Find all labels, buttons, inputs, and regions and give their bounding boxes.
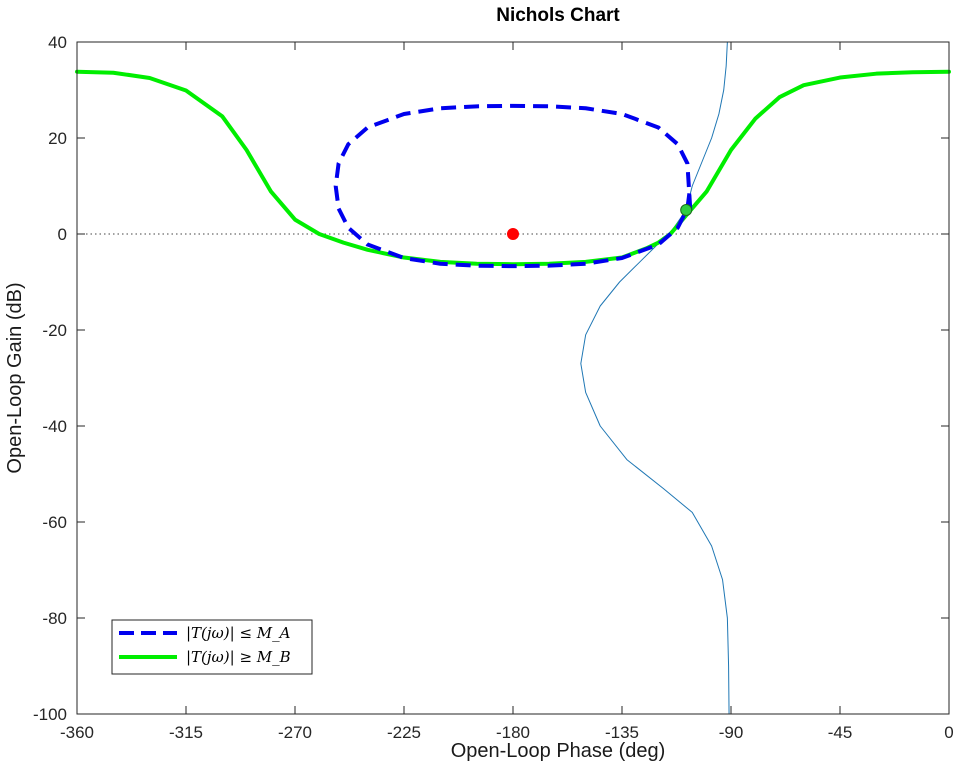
x-tick-label: -360	[60, 723, 94, 742]
y-tick-label: -80	[42, 609, 67, 628]
y-axis-label: Open-Loop Gain (dB)	[4, 282, 26, 473]
x-tick-label: -90	[719, 723, 744, 742]
series-line-2	[580, 41, 730, 715]
y-tick-label: -60	[42, 513, 67, 532]
plot-area	[77, 42, 949, 714]
x-tick-label: -180	[496, 723, 530, 742]
legend-label-ma: |T(jω)| ≤ M_A	[186, 624, 291, 642]
ticks-layer: -360 -315 -270 -225 -180 -135 -90 -45 0 -100 -80 -6…	[33, 33, 954, 742]
y-tick-label: 0	[58, 225, 67, 244]
critical-point-marker	[507, 228, 519, 240]
design-point-marker	[680, 204, 693, 216]
series-line-0	[333, 103, 693, 269]
legend-box	[111, 619, 313, 675]
y-tick-label: -40	[42, 417, 67, 436]
x-tick-label: -270	[278, 723, 312, 742]
x-tick-label: -45	[828, 723, 853, 742]
y-tick-label: 20	[48, 129, 67, 148]
legend: |T(jω)| ≤ M_A |T(jω)| ≥ M_B	[111, 619, 313, 675]
markers-layer	[507, 204, 693, 240]
x-axis-label: Open-Loop Phase (deg)	[451, 740, 666, 762]
y-tick-label: -100	[33, 705, 67, 724]
y-tick-label: 40	[48, 33, 67, 52]
y-tick-label: -20	[42, 321, 67, 340]
series-layer	[75, 41, 951, 715]
x-tick-label: -225	[387, 723, 421, 742]
x-tick-label: -315	[169, 723, 203, 742]
x-tick-label: -135	[605, 723, 639, 742]
legend-label-mb: |T(jω)| ≥ M_B	[186, 648, 291, 666]
chart-title: Nichols Chart	[496, 5, 620, 26]
x-tick-label: 0	[944, 723, 953, 742]
